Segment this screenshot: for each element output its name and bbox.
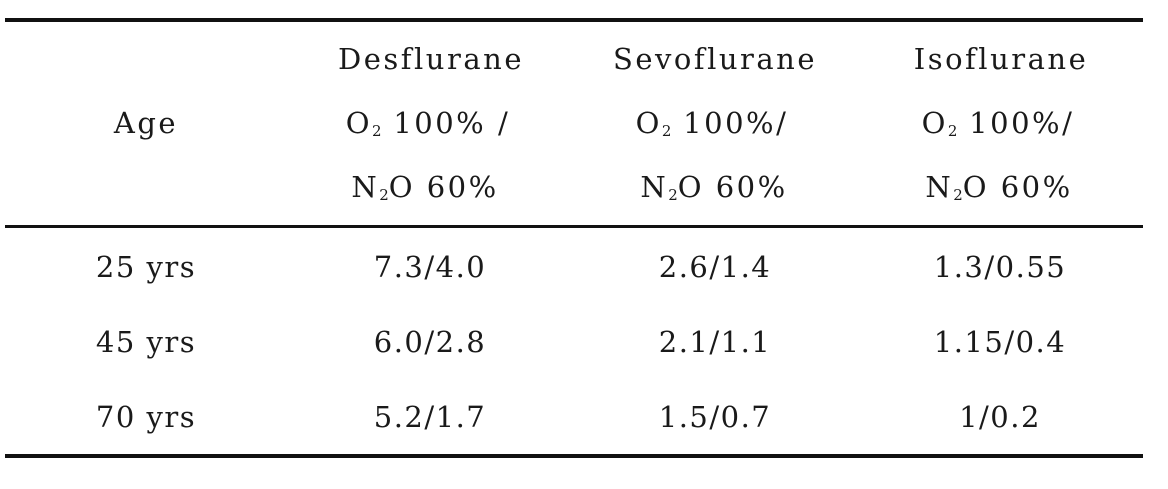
row-age: 70 yrs <box>95 400 197 434</box>
header-sevoflurane-o2: O2 100%/ <box>635 106 789 140</box>
table-cell: 5.2/1.7 <box>373 400 487 434</box>
anesthetic-mac-table: Age Desflurane O2 100% / N2O 60% Sevoflu… <box>5 18 1143 459</box>
table-cell: 1.5/0.7 <box>658 400 772 434</box>
row-age: 25 yrs <box>95 250 197 284</box>
table-cell: 1/0.2 <box>959 400 1041 434</box>
table-top-rule <box>5 18 1143 22</box>
table-cell: 6.0/2.8 <box>373 325 487 359</box>
table-bottom-rule <box>5 454 1143 458</box>
header-desflurane: Desflurane <box>338 42 524 76</box>
header-isoflurane-n2o: N2O 60% <box>925 170 1073 204</box>
header-age: Age <box>113 106 179 140</box>
table-header-rule <box>5 225 1143 228</box>
header-sevoflurane-n2o: N2O 60% <box>640 170 788 204</box>
header-desflurane-o2: O2 100% / <box>345 106 511 140</box>
table-cell: 2.6/1.4 <box>658 250 772 284</box>
row-age: 45 yrs <box>95 325 197 359</box>
header-desflurane-n2o: N2O 60% <box>351 170 499 204</box>
table-cell: 2.1/1.1 <box>658 325 772 359</box>
table-cell: 1.3/0.55 <box>933 250 1067 284</box>
header-isoflurane: Isoflurane <box>913 42 1089 76</box>
header-isoflurane-o2: O2 100%/ <box>921 106 1075 140</box>
table-cell: 1.15/0.4 <box>933 325 1067 359</box>
header-sevoflurane: Sevoflurane <box>612 42 818 76</box>
table-cell: 7.3/4.0 <box>373 250 487 284</box>
